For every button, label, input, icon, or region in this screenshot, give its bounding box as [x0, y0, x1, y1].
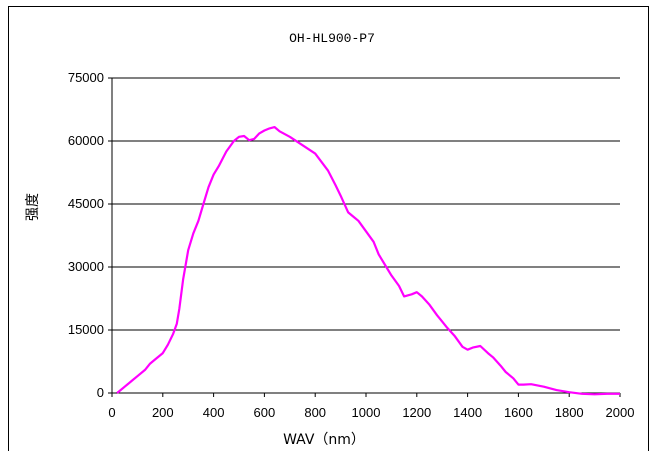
- y-axis-title: 强度: [25, 193, 41, 221]
- line-chart: OH-HL900-P7 0 15000 30000 45000 60000 75000 0…: [25, 31, 634, 448]
- y-tick-label: 45000: [68, 196, 104, 211]
- x-tick-label: 2000: [606, 405, 635, 420]
- chart-title: OH-HL900-P7: [289, 31, 375, 46]
- y-tick-label: 60000: [68, 133, 104, 148]
- spectrum-line: [116, 126, 620, 396]
- x-axis-title: WAV（nm）: [283, 432, 365, 448]
- x-tick-label: 600: [254, 405, 276, 420]
- x-tick-label: 0: [108, 405, 115, 420]
- y-tick-labels: 0 15000 30000 45000 60000 75000: [68, 70, 104, 400]
- y-tick-label: 15000: [68, 322, 104, 337]
- x-tick-label: 1800: [555, 405, 584, 420]
- x-tick-label: 400: [203, 405, 225, 420]
- x-tick-label: 1000: [352, 405, 381, 420]
- x-tick-labels: 0 200 400 600 800 1000 1200 1400 1600 1800 2000: [108, 405, 634, 420]
- x-tick-label: 1200: [402, 405, 431, 420]
- x-tick-label: 800: [304, 405, 326, 420]
- x-tick-label: 200: [152, 405, 174, 420]
- chart-frame: OH-HL900-P7 0 15000 30000 45000 60000 75000 0…: [8, 6, 649, 451]
- x-tick-label: 1600: [504, 405, 533, 420]
- series-layer: [116, 126, 620, 396]
- axes: [108, 77, 621, 397]
- gridlines: [112, 77, 620, 331]
- x-tick-label: 1400: [453, 405, 482, 420]
- y-tick-label: 75000: [68, 70, 104, 85]
- y-tick-label: 0: [97, 385, 104, 400]
- y-tick-label: 30000: [68, 259, 104, 274]
